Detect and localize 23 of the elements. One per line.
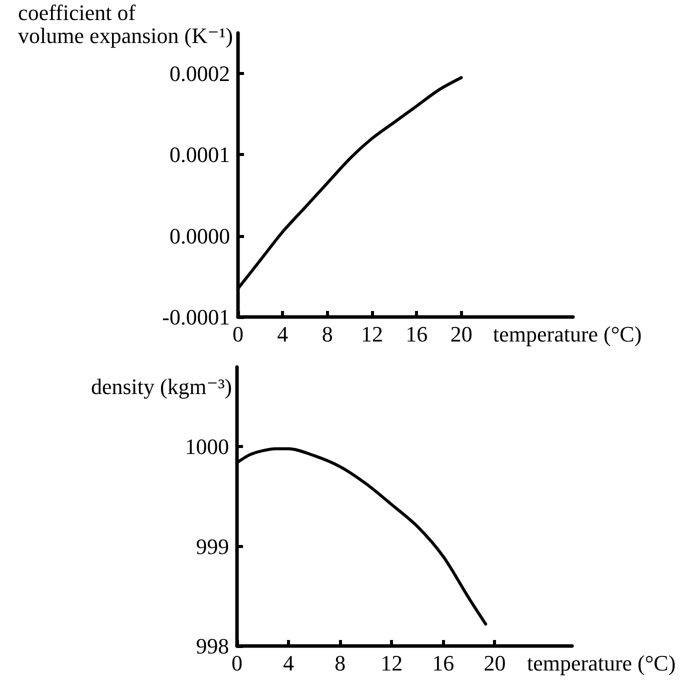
y-tick-label: 0.0002	[170, 61, 230, 86]
x-tick-label: 4	[277, 322, 288, 346]
y-axis-title: density (kgm⁻³)	[90, 374, 232, 399]
x-tick-label: 20	[484, 650, 506, 676]
x-axis-title: temperature (°C)	[527, 650, 676, 676]
y-tick-label: -0.0001	[162, 304, 230, 330]
x-tick-label: 12	[361, 322, 383, 346]
y-tick-label: 0.0000	[170, 223, 230, 248]
y-tick-label: 999	[196, 534, 229, 559]
y-tick-label: 0.0001	[170, 142, 230, 168]
x-tick-label: 4	[283, 650, 294, 676]
x-tick-label: 0	[232, 650, 242, 676]
y-tick-label: 1000	[185, 434, 229, 460]
x-tick-label: 16	[432, 650, 454, 676]
x-axis-title: temperature (°C)	[493, 322, 642, 346]
x-tick-label: 0	[232, 322, 244, 346]
x-tick-label: 16	[406, 322, 428, 346]
x-tick-label: 8	[334, 650, 346, 676]
x-tick-label: 20	[450, 322, 472, 346]
y-tick-label: 998	[196, 634, 229, 658]
y-axis-title: coefficient of volume expansion (K⁻¹)	[18, 0, 234, 48]
x-tick-label: 8	[322, 322, 333, 346]
x-tick-label: 12	[380, 650, 403, 676]
